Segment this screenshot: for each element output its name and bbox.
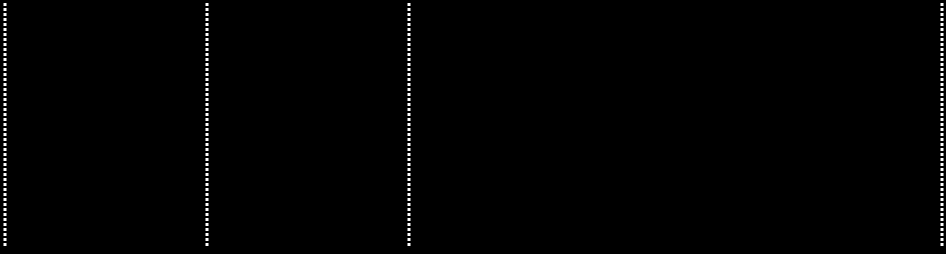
background (0, 0, 946, 254)
grid-line (941, 3, 944, 248)
chart-container (0, 0, 946, 254)
chart-svg (0, 0, 946, 254)
grid-line (4, 3, 7, 248)
grid (5, 3, 942, 248)
grid-line (408, 3, 411, 248)
grid-line (206, 3, 209, 248)
